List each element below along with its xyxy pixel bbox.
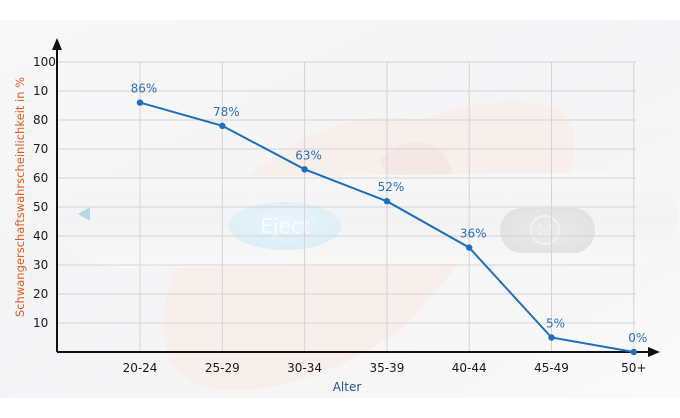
x-tick-label: 25-29 [205, 361, 240, 375]
series-line-group [136, 99, 637, 356]
data-label: 78% [213, 105, 240, 119]
y-axis-arrow-icon [52, 38, 62, 50]
data-label: 36% [460, 227, 487, 241]
y-tick-label: 40 [33, 229, 48, 243]
background-photo: Eject [0, 20, 680, 398]
data-point [548, 334, 555, 341]
y-tick-label: 20 [33, 287, 48, 301]
y-tick-label: 30 [33, 258, 48, 272]
y-tick-label: 10 [33, 84, 48, 98]
gridlines [57, 61, 636, 352]
data-point [219, 122, 226, 129]
x-tick-label: 30-34 [287, 361, 322, 375]
y-tick-label: 50 [33, 200, 48, 214]
data-label: 86% [131, 82, 158, 96]
data-label: 0% [628, 331, 647, 345]
data-point [301, 166, 308, 173]
y-tick-label: 70 [33, 142, 48, 156]
y-tick-label: 10 [33, 316, 48, 330]
x-tick-labels: 20-24 25-29 30-34 35-39 40-44 45-49 50+ [123, 361, 647, 375]
x-tick-label: 45-49 [534, 361, 569, 375]
eject-button-shape [229, 202, 341, 250]
data-label: 5% [546, 317, 565, 331]
data-point [466, 244, 473, 251]
x-tick-label: 35-39 [369, 361, 404, 375]
data-label: 52% [378, 180, 405, 194]
x-tick-label: 40-44 [452, 361, 487, 375]
axes [52, 38, 660, 357]
x-tick-label: 50+ [621, 361, 646, 375]
y-tick-label: 100 [33, 55, 56, 69]
y-tick-labels: 10 20 30 40 50 60 70 80 10 100 [33, 55, 56, 330]
y-axis-label: Schwangerschaftswahrscheinlichkeit in % [13, 77, 27, 317]
eject-text: Eject [260, 214, 309, 238]
y-tick-label: 80 [33, 113, 48, 127]
data-point [630, 348, 637, 356]
data-point [383, 198, 391, 205]
x-tick-label: 20-24 [123, 361, 158, 375]
x-axis-label: Alter [333, 380, 362, 394]
y-tick-label: 60 [33, 171, 48, 185]
data-point [136, 99, 144, 106]
x-axis-arrow-icon [648, 347, 660, 357]
result-window [500, 208, 595, 253]
data-labels: 86% 78% 63% 52% 36% 5% 0% [131, 82, 648, 345]
arrow-left-icon [78, 207, 90, 221]
data-label: 63% [295, 148, 322, 162]
